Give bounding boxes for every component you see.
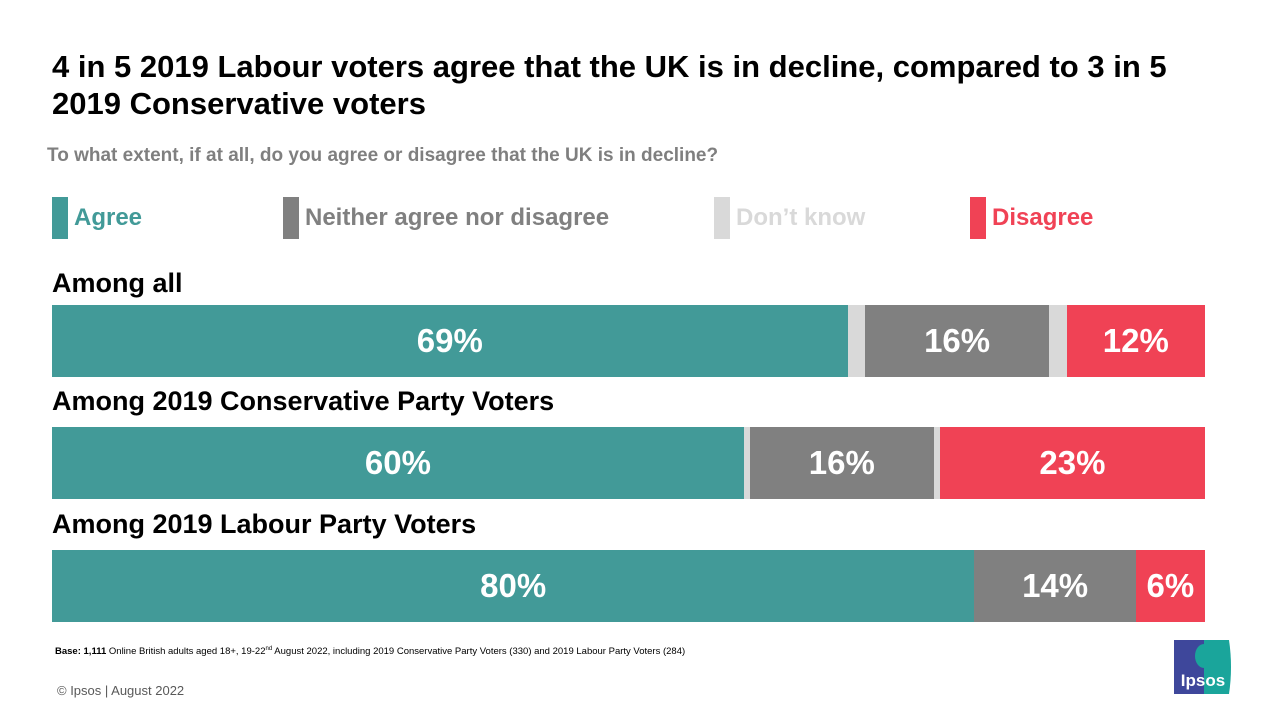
svg-text:Ipsos: Ipsos	[1181, 671, 1225, 690]
bar-segment-neither: 14%	[974, 550, 1136, 622]
base-sup: nd	[265, 646, 273, 652]
slide-title: 4 in 5 2019 Labour voters agree that the…	[52, 49, 1167, 121]
legend-swatch-dont-know	[714, 197, 730, 239]
row-label: Among 2019 Conservative Party Voters	[52, 386, 555, 416]
bar-segment-agree: 80%	[52, 550, 975, 622]
stacked-bar: 80% 14% 6%	[52, 550, 1205, 622]
data-label: 80%	[480, 567, 547, 604]
base-label: Base:	[55, 646, 81, 658]
base-text: Online British adults aged 18+, 19-22	[108, 646, 266, 658]
base-text-2: August 2022, including 2019 Conservative…	[274, 646, 686, 658]
legend-swatch-agree	[52, 197, 68, 239]
data-label: 23%	[1039, 444, 1106, 481]
legend-neither: Neither agree nor disagree	[283, 197, 609, 239]
legend-label-agree: Agree	[74, 204, 143, 231]
base-count: 1,111	[83, 646, 107, 658]
bar-segment-disagree: 23%	[939, 427, 1205, 499]
ipsos-logo: Ipsos	[1174, 640, 1233, 694]
legend-disagree: Disagree	[970, 197, 1093, 239]
legend-swatch-disagree	[970, 197, 986, 239]
legend-agree: Agree	[52, 197, 142, 239]
stacked-bar: 60% 16% 23%	[52, 427, 1205, 499]
legend-label-disagree: Disagree	[992, 204, 1094, 231]
bar-segment-disagree: 6%	[1135, 550, 1205, 622]
bar-segment-disagree: 12%	[1066, 305, 1205, 377]
bar-segment-neither: 16%	[749, 427, 935, 499]
bar-segment-agree: 60%	[52, 427, 744, 499]
copyright: © Ipsos | August 2022	[57, 683, 185, 698]
data-label: 69%	[416, 322, 483, 359]
data-label: 14%	[1022, 567, 1089, 604]
base-note: Base: 1,111 Online British adults aged 1…	[55, 646, 685, 657]
legend-swatch-neither	[283, 197, 299, 239]
row-label: Among all	[52, 268, 183, 298]
data-label: 12%	[1102, 322, 1169, 359]
stacked-bar: 69% 16% 12%	[52, 305, 1205, 377]
legend-label-neither: Neither agree nor disagree	[305, 204, 610, 231]
legend-label-dont-know: Don’t know	[736, 204, 866, 231]
legend-dont-know: Don’t know	[714, 197, 865, 239]
bar-segment-agree: 69%	[52, 305, 848, 377]
chart-subtitle: To what extent, if at all, do you agree …	[47, 145, 719, 166]
data-label: 16%	[808, 444, 875, 481]
data-label: 60%	[364, 444, 431, 481]
data-label: 6%	[1146, 567, 1195, 604]
row-label: Among 2019 Labour Party Voters	[52, 509, 477, 539]
data-label: 16%	[924, 322, 991, 359]
bar-segment-neither: 16%	[864, 305, 1050, 377]
